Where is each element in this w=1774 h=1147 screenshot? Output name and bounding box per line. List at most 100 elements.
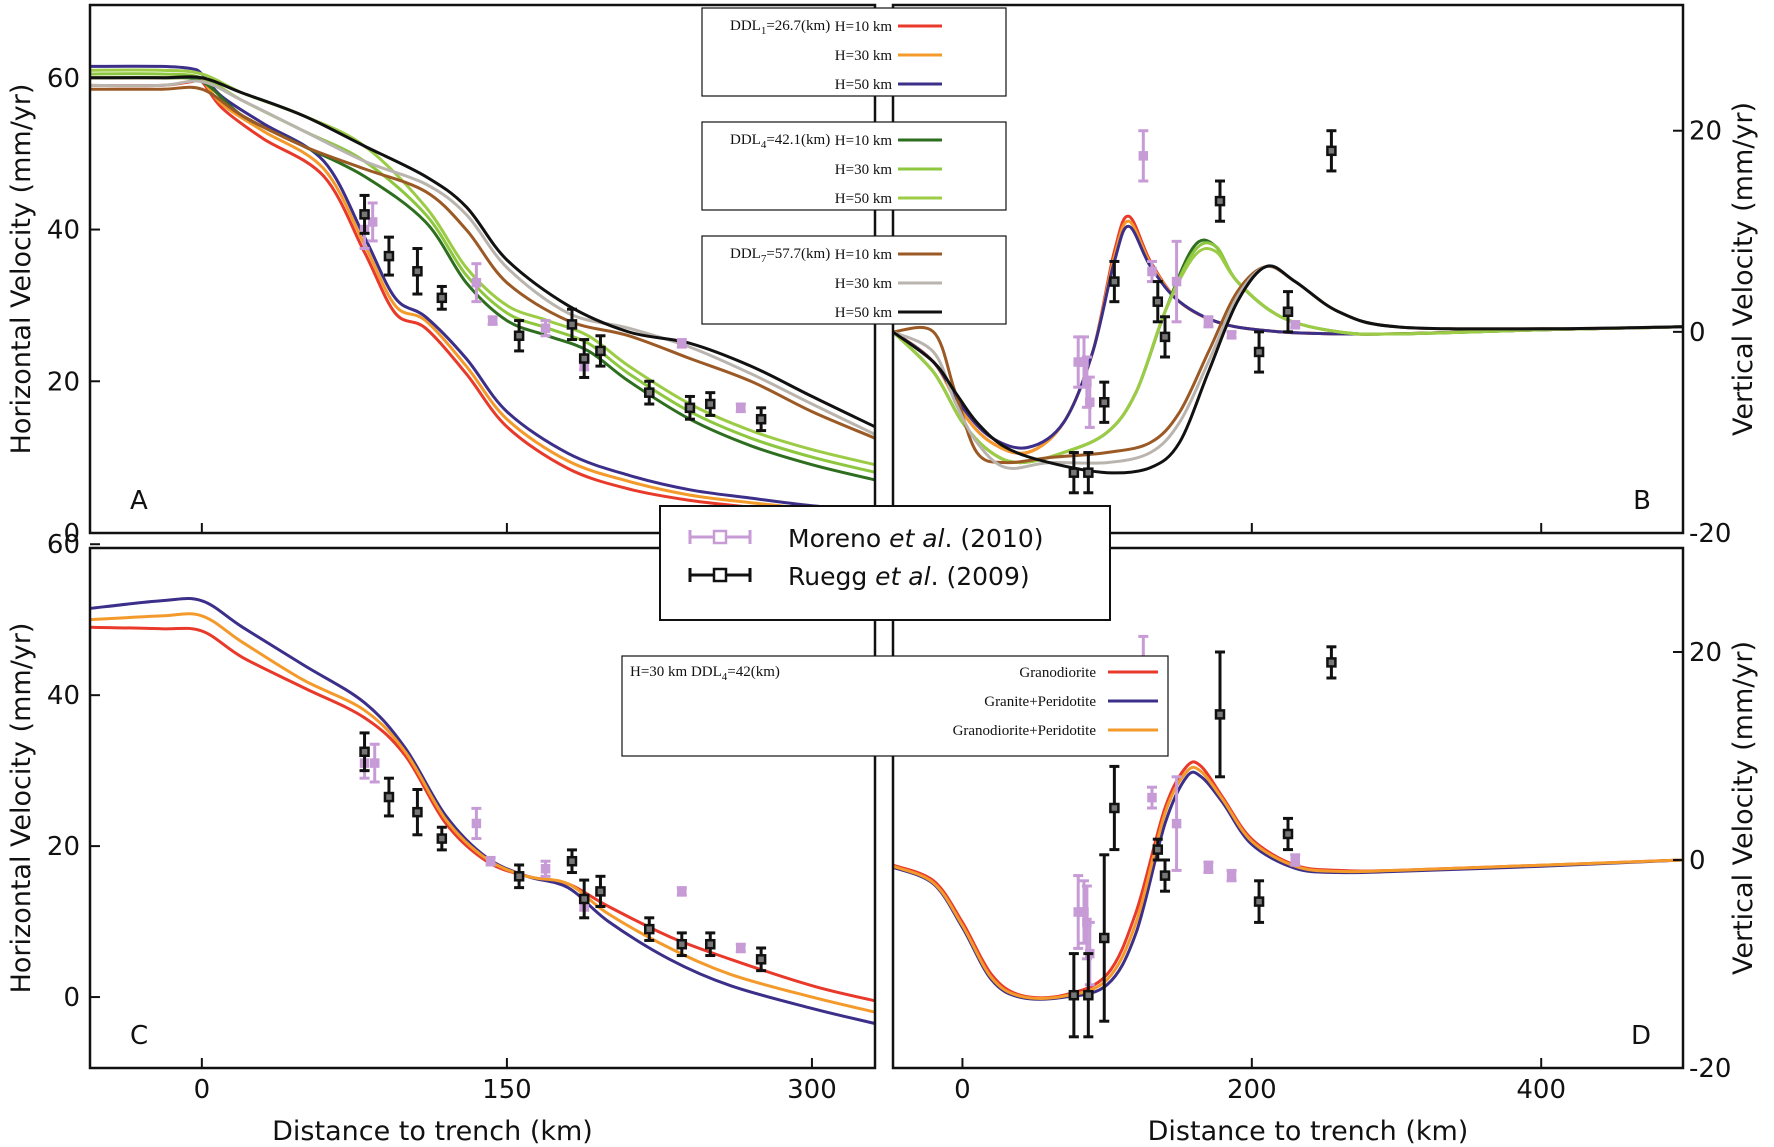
y-tick-label: 40 [47, 216, 80, 246]
ruegg-point [412, 247, 423, 296]
moreno-point [1290, 320, 1301, 330]
series-line-9 [893, 264, 1683, 475]
marker [1226, 330, 1237, 340]
marker [1214, 195, 1226, 207]
axis-frame-d [891, 546, 1685, 1070]
ruegg-point [359, 731, 370, 773]
moreno-point [676, 338, 687, 349]
moreno-point [1171, 239, 1182, 324]
ruegg-point [383, 235, 395, 277]
legend-entry-label: Granodiorite+Peridotite [953, 723, 1097, 739]
marker [1109, 802, 1120, 814]
series-line-3 [893, 765, 1683, 1000]
legend-entry-label: H=30 km [835, 48, 893, 64]
legend-marker [712, 529, 728, 545]
y-tick-label: 0 [1689, 846, 1706, 876]
marker [1152, 296, 1164, 307]
ruegg-point [1152, 280, 1164, 324]
marker [436, 292, 448, 304]
ruegg-point [684, 394, 696, 421]
marker [705, 938, 716, 950]
panel-a [90, 64, 875, 518]
plot-area [893, 129, 1683, 495]
ruegg-point [1159, 858, 1171, 893]
moreno-point [1146, 785, 1157, 810]
plot-area [90, 597, 875, 1025]
ruegg-point [1253, 879, 1265, 924]
marker [676, 938, 688, 950]
y-tick-label: -20 [1689, 1054, 1731, 1084]
legend-box [621, 655, 1169, 757]
ruegg-point [436, 825, 448, 852]
ruegg-point [1083, 451, 1094, 495]
legend-entry-label: H=10 km [835, 247, 893, 263]
ruegg-point [1214, 650, 1226, 779]
marker [755, 413, 767, 425]
ruegg-point [513, 863, 525, 890]
axis-frame-b [891, 3, 1685, 535]
marker [1171, 818, 1182, 829]
marker [595, 345, 606, 357]
marker [1147, 266, 1157, 277]
x-tick-label: 200 [1227, 1075, 1277, 1105]
marker [684, 402, 696, 414]
marker [412, 266, 423, 277]
marker [412, 806, 423, 818]
moreno-point [1290, 853, 1301, 867]
ruegg-point [578, 338, 590, 379]
panel-label: A [130, 486, 148, 516]
ruegg-point [705, 391, 716, 417]
series-line-2 [893, 219, 1683, 455]
y-tick-label: 20 [1689, 117, 1722, 147]
series-line-1 [90, 625, 875, 1003]
y-tick-label: 20 [47, 832, 80, 862]
marker [1171, 276, 1182, 287]
marker [1226, 870, 1237, 881]
ruegg-point [566, 848, 578, 875]
ruegg-point [1109, 764, 1120, 852]
ruegg-point [1326, 129, 1337, 173]
marker [1098, 397, 1110, 408]
ruegg-point [566, 307, 578, 342]
legend-entry-label: Granite+Peridotite [984, 694, 1096, 710]
marker [1098, 932, 1110, 944]
legend-box [701, 121, 1007, 211]
series-line-8 [90, 79, 875, 436]
marker [540, 323, 551, 333]
marker [1083, 989, 1094, 1001]
ruegg-point [755, 946, 767, 973]
legend-entry-label: Moreno et al. (2010) [788, 524, 1044, 553]
plot-area [90, 64, 875, 518]
ruegg-point [595, 334, 606, 368]
ruegg-point [676, 931, 688, 958]
legend-marker [712, 567, 728, 583]
x-tick-label: 0 [954, 1075, 971, 1105]
moreno-point [1226, 330, 1237, 340]
axis-frame-c [88, 546, 877, 1070]
ruegg-point [1159, 315, 1171, 359]
y-tick-label: -20 [1689, 519, 1731, 549]
moreno-point [540, 319, 551, 338]
marker [1282, 306, 1294, 317]
ruegg-point [1098, 853, 1110, 1023]
marker [359, 209, 370, 220]
ruegg-point [1326, 645, 1337, 680]
ruegg-point [1068, 952, 1080, 1039]
marker [1068, 467, 1080, 478]
moreno-point [1073, 874, 1084, 950]
marker [513, 871, 525, 882]
y-tick-label: 40 [47, 681, 80, 711]
y-axis-label: Vertical Velocity (mm/yr) [1728, 102, 1759, 436]
legend-entry-label: Granodiorite [1019, 665, 1096, 681]
marker [471, 818, 482, 829]
legend-title: DDL7=57.7(km) [730, 246, 830, 265]
moreno-point [676, 886, 687, 897]
legend-entry-label: H=30 km [835, 276, 893, 292]
marker [736, 943, 746, 953]
legend-group-1: DDL1=26.7(km) H=10 km H=30 km H=50 km [701, 7, 1007, 97]
moreno-point [540, 859, 551, 878]
marker [1203, 862, 1214, 873]
ruegg-point [595, 874, 606, 908]
legend-entry-label: H=30 km [835, 162, 893, 178]
legend-entry-label: H=50 km [835, 305, 893, 321]
